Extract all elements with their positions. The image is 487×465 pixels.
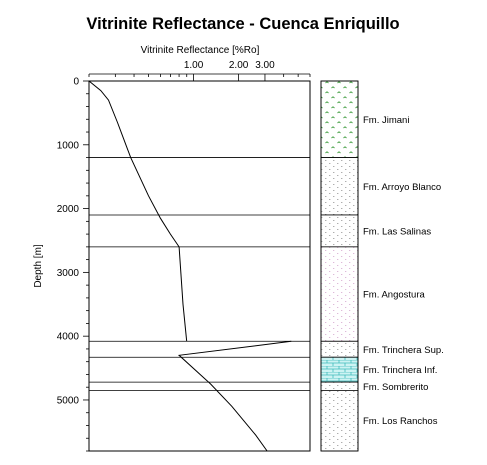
formation-labels: Fm. Jimani Fm. Arroyo Blanco Fm. Las Salin… <box>363 115 444 427</box>
lithology-unit <box>320 80 359 158</box>
formation-label: Fm. Arroyo Blanco <box>363 182 441 193</box>
plot-frame <box>88 80 311 452</box>
reflectance-series-line <box>177 340 292 452</box>
reflectance-curve <box>88 80 292 452</box>
y-tick-label: 5000 <box>57 395 80 406</box>
formation-label: Fm. Trinchera Sup. <box>363 345 444 356</box>
lithology-unit <box>320 340 359 358</box>
x-tick-label: 3.00 <box>255 60 275 71</box>
x-tick-label: 1.00 <box>184 60 204 71</box>
formation-label: Fm. Jimani <box>363 115 409 126</box>
formation-label: Fm. Trinchera Inf. <box>363 365 437 376</box>
chart-title: Vitrinite Reflectance - Cuenca Enriquill… <box>86 15 399 33</box>
formation-label: Fm. Angostura <box>363 290 425 301</box>
formation-boundary-lines <box>89 157 310 391</box>
formation-label: Fm. Las Salinas <box>363 226 431 237</box>
lithology-column <box>320 80 359 452</box>
y-axis-label: Depth [m] <box>33 244 44 288</box>
formation-label: Fm. Sombrerito <box>363 382 428 393</box>
lithology-column-frame <box>320 80 359 452</box>
lithology-unit <box>320 381 359 391</box>
x-tick-label: 2.00 <box>229 60 249 71</box>
x-axis-ticks: 1.00 2.00 3.00 <box>88 60 311 81</box>
lithology-unit <box>320 356 359 383</box>
lithology-unit <box>320 246 359 342</box>
y-tick-label: 3000 <box>57 268 80 279</box>
y-tick-label: 2000 <box>57 204 80 215</box>
lithology-unit <box>320 389 359 452</box>
formation-label: Fm. Los Ranchos <box>363 416 438 427</box>
x-axis-label: Vitrinite Reflectance [%Ro] <box>141 45 260 56</box>
lithology-unit <box>320 157 359 216</box>
y-tick-label: 4000 <box>57 332 80 343</box>
y-tick-label: 1000 <box>57 140 80 151</box>
y-axis-ticks: 0 1000 2000 3000 4000 5000 <box>57 77 89 452</box>
y-tick-label: 0 <box>73 77 79 88</box>
reflectance-series-line <box>88 80 188 342</box>
lithology-unit <box>320 214 359 248</box>
